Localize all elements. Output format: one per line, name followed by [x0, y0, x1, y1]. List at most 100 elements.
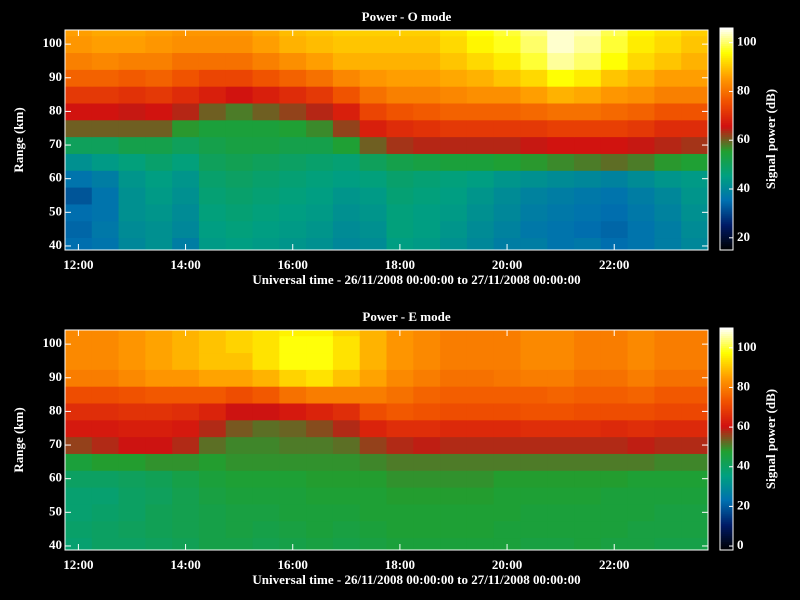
colorbar-segment: [720, 120, 733, 124]
heatmap-cell: [279, 170, 307, 188]
heatmap-cell: [574, 386, 602, 404]
heatmap-cell: [359, 86, 387, 104]
heatmap-cell: [466, 503, 495, 522]
heatmap-cell: [547, 237, 575, 250]
heatmap-cell: [145, 453, 173, 471]
heatmap-cell: [172, 419, 200, 438]
heatmap-cell: [466, 520, 495, 539]
colorbar-segment: [720, 487, 733, 491]
heatmap-cell: [306, 436, 334, 454]
heatmap-cell: [65, 537, 93, 550]
heatmap-cell: [520, 52, 548, 70]
colorbar-segment: [720, 481, 733, 484]
y-tick-label: 80: [49, 402, 62, 417]
heatmap-cell: [118, 537, 146, 550]
heatmap-cell: [252, 537, 280, 550]
colorbar-segment: [720, 519, 733, 523]
colorbar-segment: [720, 211, 733, 215]
colorbar-tick-label: 40: [737, 458, 750, 473]
heatmap-cell: [547, 487, 575, 505]
colorbar-segment: [720, 459, 733, 462]
colorbar-segment: [720, 34, 733, 37]
heatmap-cell: [225, 170, 254, 188]
heatmap-cell: [681, 470, 708, 488]
heatmap-cell: [466, 470, 495, 488]
heatmap-cell: [172, 537, 200, 550]
heatmap-cell: [627, 35, 655, 54]
heatmap-cell: [466, 386, 495, 404]
heatmap-cell: [306, 330, 334, 337]
heatmap-cell: [440, 352, 468, 370]
heatmap-cell: [440, 153, 468, 171]
heatmap-cell: [91, 153, 120, 171]
heatmap-cell: [306, 503, 334, 522]
heatmap-cell: [574, 119, 602, 138]
heatmap-cell: [145, 86, 173, 104]
colorbar-tick-label: 80: [737, 378, 750, 393]
heatmap-cell: [225, 352, 254, 370]
heatmap-cell: [627, 402, 655, 421]
heatmap-cell: [172, 153, 200, 171]
heatmap-cell: [493, 119, 521, 138]
heatmap-cell: [198, 386, 227, 404]
heatmap-cell: [386, 537, 414, 550]
heatmap-cell: [413, 335, 441, 354]
heatmap-cell: [65, 237, 93, 250]
colorbar-segment: [720, 469, 733, 472]
heatmap-cell: [118, 86, 146, 104]
heatmap-cell: [627, 436, 655, 454]
colorbar-segment: [720, 455, 733, 458]
colorbar-segment: [720, 402, 733, 406]
colorbar-segment: [720, 90, 733, 94]
heatmap-cell: [118, 69, 146, 87]
heatmap-cell: [600, 220, 629, 239]
heatmap-cell: [440, 220, 468, 239]
heatmap-cell: [493, 52, 521, 70]
colorbar-segment: [720, 151, 733, 154]
colorbar-label: Signal power (dB): [763, 89, 778, 189]
heatmap-cell: [359, 503, 387, 522]
colorbar-segment: [720, 364, 733, 367]
heatmap-cell: [574, 153, 602, 171]
heatmap-cell: [279, 69, 307, 87]
colorbar-segment: [720, 247, 733, 251]
chart-title: Power - O mode: [362, 9, 452, 24]
heatmap-cell: [386, 119, 414, 138]
heatmap-cell: [145, 203, 173, 222]
heatmap-cell: [681, 102, 708, 121]
heatmap-cell: [520, 330, 548, 337]
heatmap-cell: [386, 153, 414, 171]
heatmap-cell: [386, 419, 414, 438]
heatmap-cell: [65, 86, 93, 104]
colorbar-segment: [720, 380, 733, 384]
heatmap-cell: [547, 453, 575, 471]
heatmap-cell: [547, 352, 575, 370]
colorbar-segment: [720, 475, 733, 478]
colorbar-frame: [719, 327, 734, 551]
heatmap-cell: [198, 369, 227, 387]
colorbar-tick-label: 20: [737, 229, 750, 244]
heatmap-cell: [493, 352, 521, 370]
heatmap-cell: [172, 386, 200, 404]
heatmap-cell: [681, 453, 708, 471]
heatmap-cell: [359, 352, 387, 370]
heatmap-cell: [359, 136, 387, 154]
heatmap-cell: [493, 436, 521, 454]
heatmap-cell: [466, 170, 495, 188]
heatmap-cell: [118, 203, 146, 222]
heatmap-cell: [118, 119, 146, 138]
heatmap-cell: [359, 330, 387, 337]
colorbar-segment: [720, 66, 733, 69]
heatmap-cell: [386, 520, 414, 539]
heatmap-cell: [306, 520, 334, 539]
colorbar-segment: [720, 334, 733, 337]
heatmap-cell: [600, 419, 629, 438]
colorbar-segment: [720, 114, 733, 118]
heatmap-cell: [91, 419, 120, 438]
heatmap-cell: [359, 453, 387, 471]
heatmap-cell: [118, 330, 146, 337]
heatmap-cell: [386, 170, 414, 188]
heatmap-cell: [440, 187, 468, 205]
heatmap-cell: [65, 520, 93, 539]
heatmap-cell: [279, 369, 307, 387]
